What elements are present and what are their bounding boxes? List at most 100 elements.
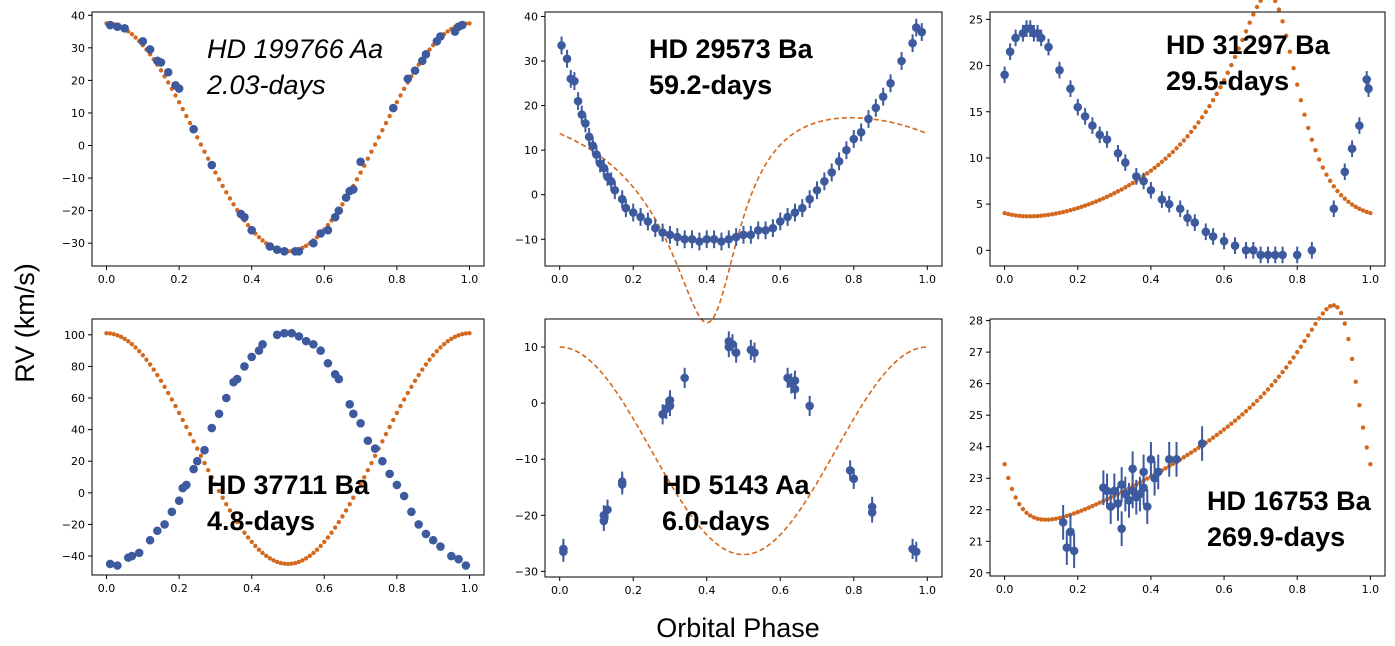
data-point (1230, 241, 1240, 250)
model-point (1210, 98, 1216, 103)
model-point (158, 378, 164, 383)
data-point (254, 346, 264, 355)
model-point (434, 348, 440, 354)
model-point (1320, 311, 1326, 316)
data-point (1135, 489, 1145, 499)
x-tick-label: 0.6 (316, 582, 334, 595)
y-tick-label: −10 (515, 233, 538, 246)
data-point (1117, 524, 1126, 533)
data-point (189, 464, 198, 474)
model-point (1181, 455, 1187, 460)
data-point (421, 529, 431, 539)
model-point (445, 29, 450, 34)
data-point (345, 400, 355, 409)
model-point (1101, 196, 1106, 201)
y-tick-label: −30 (515, 565, 538, 578)
data-point (1278, 250, 1287, 260)
model-point (467, 331, 472, 336)
model-point (1049, 212, 1055, 217)
data-point (1121, 489, 1130, 499)
model-point (144, 357, 149, 362)
model-point (1046, 517, 1051, 522)
model-point (1335, 188, 1340, 194)
data-point (388, 103, 398, 113)
data-point (917, 27, 927, 37)
data-point (1201, 227, 1211, 237)
x-tick-label: 0.2 (1069, 273, 1087, 286)
data-point (1062, 543, 1072, 552)
model-point (456, 333, 461, 338)
data-point (617, 477, 627, 486)
data-point (417, 56, 427, 66)
model-point (376, 135, 381, 140)
data-point (1000, 70, 1009, 80)
data-point (1208, 232, 1218, 241)
x-tick-label: 1.0 (919, 273, 937, 286)
model-point (1305, 125, 1311, 131)
data-point (687, 234, 697, 244)
model-point (1071, 511, 1077, 516)
model-point (1225, 424, 1230, 429)
data-point (599, 163, 609, 173)
y-tick-label: −20 (62, 518, 85, 531)
plot-frame (544, 11, 943, 267)
model-point (1104, 194, 1110, 199)
data-point (731, 232, 741, 242)
panel-title-period: 29.5-days (1166, 66, 1289, 96)
model-point (176, 99, 182, 105)
panel-title-star: HD 199766 Aa (207, 34, 383, 64)
model-point (394, 99, 400, 105)
model-point (1035, 516, 1040, 521)
y-tick-label: −20 (515, 509, 538, 522)
data-point (1355, 121, 1364, 130)
model-point (354, 177, 360, 182)
model-point (314, 547, 320, 552)
data-point (783, 212, 792, 222)
data-point (167, 507, 177, 517)
data-point (739, 230, 748, 240)
y-tick-label: 5 (976, 198, 983, 211)
model-point (1251, 402, 1256, 407)
data-point (1362, 75, 1372, 84)
model-point (1346, 336, 1351, 342)
model-point (140, 353, 146, 358)
model-point (129, 342, 135, 347)
model-point (133, 345, 138, 350)
data-point (1128, 464, 1137, 474)
model-point (1068, 207, 1073, 213)
y-tick-label: 100 (64, 329, 85, 342)
model-point (354, 488, 360, 494)
panel-title-period: 6.0-days (662, 506, 770, 536)
data-point (1219, 236, 1229, 246)
model-point (1324, 172, 1329, 177)
data-point (105, 20, 115, 30)
model-point (195, 446, 200, 451)
data-point (334, 374, 344, 384)
model-point (1364, 445, 1369, 450)
y-axis-label: RV (km/s) (10, 263, 40, 383)
data-point (189, 124, 198, 134)
model-point (227, 196, 233, 201)
data-point (753, 226, 763, 235)
panel-title-period: 59.2-days (649, 70, 772, 100)
model-point (1287, 49, 1293, 54)
model-point (136, 348, 142, 354)
model-point (245, 222, 251, 228)
data-point (370, 444, 380, 453)
model-point (336, 519, 342, 525)
model-point (296, 559, 302, 565)
model-point (365, 467, 371, 473)
data-point (680, 373, 689, 383)
model-point (1188, 450, 1194, 455)
model-point (1185, 134, 1190, 139)
data-point (341, 193, 351, 202)
y-tick-label: 25 (969, 13, 983, 26)
data-point (192, 456, 202, 466)
data-point (1069, 546, 1079, 556)
y-tick-label: 20 (969, 60, 983, 73)
x-tick-label: 0.4 (698, 584, 716, 597)
model-point (1243, 408, 1249, 414)
data-point (330, 212, 340, 222)
model-point (427, 47, 432, 52)
model-point (1148, 168, 1154, 173)
